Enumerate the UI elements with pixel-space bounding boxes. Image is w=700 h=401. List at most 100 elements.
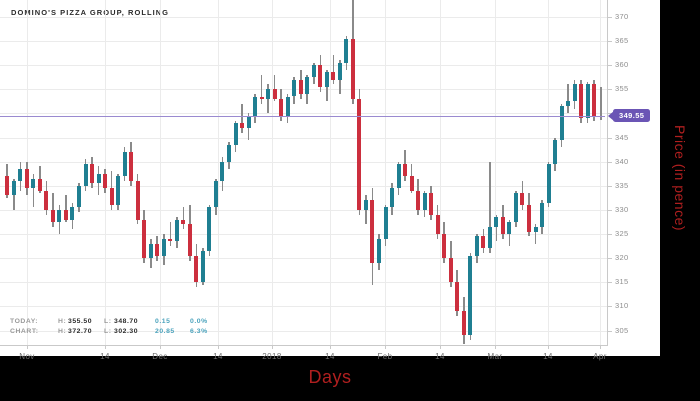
gridline-horizontal [0,258,608,260]
candle-wick [567,84,569,114]
candle-body [194,255,199,283]
candle-body [526,205,531,232]
candle-body [337,62,342,80]
candle-body [350,38,355,99]
price-tick-label: 345 [615,132,629,142]
candle-body [435,214,440,235]
price-tick-label: 355 [615,84,629,94]
day-tick [385,345,386,349]
legend-chart-change: 20.85 [155,328,175,335]
candle-body [585,84,590,119]
day-tick [272,345,273,349]
gridline-vertical [600,0,601,345]
candle-body [390,188,395,208]
gridline-vertical [272,0,273,345]
candle-body [103,173,108,189]
candle-body [109,188,114,206]
gridline-vertical [440,0,441,345]
candle-body [168,238,173,242]
candle-body [487,226,492,249]
price-tick-label: 320 [615,253,629,263]
candle-body [500,217,505,234]
candle-wick [182,207,185,230]
gridline-vertical [160,0,161,345]
candle-body [155,243,160,256]
candle-body [331,72,336,80]
legend-chart-tag: CHART: [10,328,39,335]
gridline-horizontal [0,65,608,67]
candle-body [70,207,75,220]
candle-body [494,217,499,227]
candle-wick [365,195,367,225]
price-tick [608,306,612,308]
price-tick [608,209,612,211]
candle-body [200,250,205,283]
candle-body [266,89,271,99]
candle-body [292,79,297,97]
candle-body [50,209,55,222]
price-tick [608,65,612,67]
candle-body [572,84,577,102]
legend-chart-low: 302.30 [114,328,139,335]
plot-panel: DOMINO'S PIZZA GROUP, ROLLING TODAY: H: … [0,0,660,361]
price-tick [608,137,612,139]
price-tick [608,41,612,42]
gridline-horizontal [0,161,608,163]
candle-body [207,207,212,251]
candle-body [240,123,245,128]
candle-body [187,224,192,256]
day-tick-label: Mar [487,352,503,361]
legend-chart-percent: 6.3% [190,328,208,335]
price-badge-arrow [608,110,614,121]
day-axis: Nov 14 Dec 14 2018 14 Feb 14 Mar 14 Apr [0,345,608,367]
page-title: DOMINO'S PIZZA GROUP, ROLLING [11,8,170,17]
price-tick [608,258,612,260]
candle-wick [495,214,498,242]
candle-wick [273,74,276,102]
candle-body [181,219,186,225]
candle-body [566,101,571,107]
candle-body [122,151,127,177]
day-tick [27,345,28,349]
candle-body [161,238,166,256]
candle-body [37,178,42,191]
price-tick-label: 310 [615,301,629,311]
candle-body [324,72,329,87]
candle-body [116,176,121,206]
price-tick-label: 305 [615,325,629,335]
day-tick-label: Dec [152,352,168,361]
price-tick [608,282,612,284]
candle-body [540,202,545,227]
candle-body [272,89,277,99]
candle-wick [489,161,491,254]
candle-wick [534,224,537,244]
gridline-vertical [218,0,219,345]
current-price-line [0,115,605,117]
candle-wick [241,103,243,133]
candle-body [57,209,62,222]
candle-body [5,176,10,196]
price-tick-label: 340 [615,156,629,166]
day-tick [600,345,601,349]
day-tick-label: 14 [213,352,223,361]
price-tick-label: 335 [615,180,629,190]
candle-body [363,200,368,210]
legend-today-tag: TODAY: [10,318,39,325]
candle-body [448,258,453,283]
candle-body [507,221,512,235]
day-tick-label: Nov [19,352,35,361]
gridline-horizontal [0,113,608,115]
candle-body [474,236,479,256]
candle-body [357,98,362,210]
day-tick [548,345,549,349]
candle-body [285,96,290,116]
candle-body [468,255,473,336]
gridline-horizontal [0,137,608,139]
candle-body [383,207,388,239]
day-tick-label: 14 [325,352,335,361]
price-tick-label: 360 [615,60,629,70]
candle-body [233,123,238,145]
candle-body [226,144,231,162]
gridline-horizontal [0,89,608,91]
candle-body [279,98,284,116]
